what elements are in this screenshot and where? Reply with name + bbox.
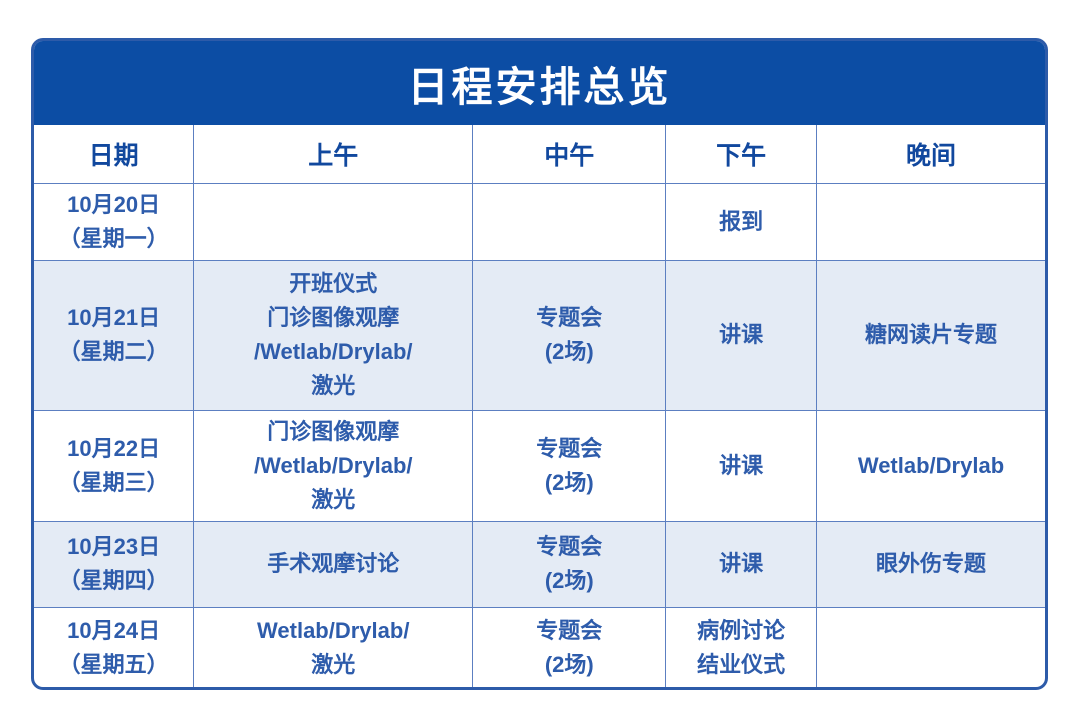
table-row: 10月23日 （星期四） 手术观摩讨论 专题会 (2场) 讲课 眼外伤专题 [34,520,1045,608]
noon-cell: 专题会 (2场) [472,409,667,522]
evening-cell [815,606,1045,688]
schedule-title-banner: 日程安排总览 [34,41,1045,125]
evening-cell [815,182,1045,261]
table-row: 10月20日 （星期一） 报到 [34,182,1045,261]
table-row: 10月22日 （星期三） 门诊图像观摩 /Wetlab/Drylab/ 激光 专… [34,409,1045,522]
date-cell: 10月20日 （星期一） [34,182,195,261]
afternoon-cell: 讲课 [665,259,817,411]
date-cell: 10月23日 （星期四） [34,520,195,608]
noon-cell [472,182,667,261]
noon-cell: 专题会 (2场) [472,606,667,688]
morning-cell: 手术观摩讨论 [193,520,474,608]
afternoon-cell: 病例讨论 结业仪式 [665,606,817,688]
table-row: 10月21日 （星期二） 开班仪式 门诊图像观摩 /Wetlab/Drylab/… [34,259,1045,411]
header-row: 日期 上午 中午 下午 晚间 [34,125,1045,184]
noon-cell: 专题会 (2场) [472,259,667,411]
schedule-table: 日期 上午 中午 下午 晚间 10月20日 （星期一） 报到 10月21日 （星… [34,125,1045,688]
table-header: 日期 上午 中午 下午 晚间 [34,125,1045,184]
evening-cell: Wetlab/Drylab [815,409,1045,522]
morning-cell: 门诊图像观摩 /Wetlab/Drylab/ 激光 [193,409,474,522]
date-cell: 10月24日 （星期五） [34,606,195,688]
column-header-date: 日期 [34,125,195,184]
evening-cell: 糖网读片专题 [815,259,1045,411]
date-cell: 10月22日 （星期三） [34,409,195,522]
table-body: 10月20日 （星期一） 报到 10月21日 （星期二） 开班仪式 门诊图像观摩… [34,182,1045,688]
column-header-afternoon: 下午 [665,125,817,184]
evening-cell: 眼外伤专题 [815,520,1045,608]
column-header-evening: 晚间 [815,125,1045,184]
schedule-card: 日程安排总览 日期 上午 中午 下午 晚间 10月20日 （星期一） [31,38,1048,691]
morning-cell: 开班仪式 门诊图像观摩 /Wetlab/Drylab/ 激光 [193,259,474,411]
noon-cell: 专题会 (2场) [472,520,667,608]
column-header-morning: 上午 [193,125,474,184]
date-cell: 10月21日 （星期二） [34,259,195,411]
morning-cell [193,182,474,261]
column-header-noon: 中午 [472,125,667,184]
afternoon-cell: 讲课 [665,409,817,522]
page-title: 日程安排总览 [407,64,672,110]
morning-cell: Wetlab/Drylab/ 激光 [193,606,474,688]
afternoon-cell: 报到 [665,182,817,261]
table-row: 10月24日 （星期五） Wetlab/Drylab/ 激光 专题会 (2场) … [34,606,1045,688]
afternoon-cell: 讲课 [665,520,817,608]
